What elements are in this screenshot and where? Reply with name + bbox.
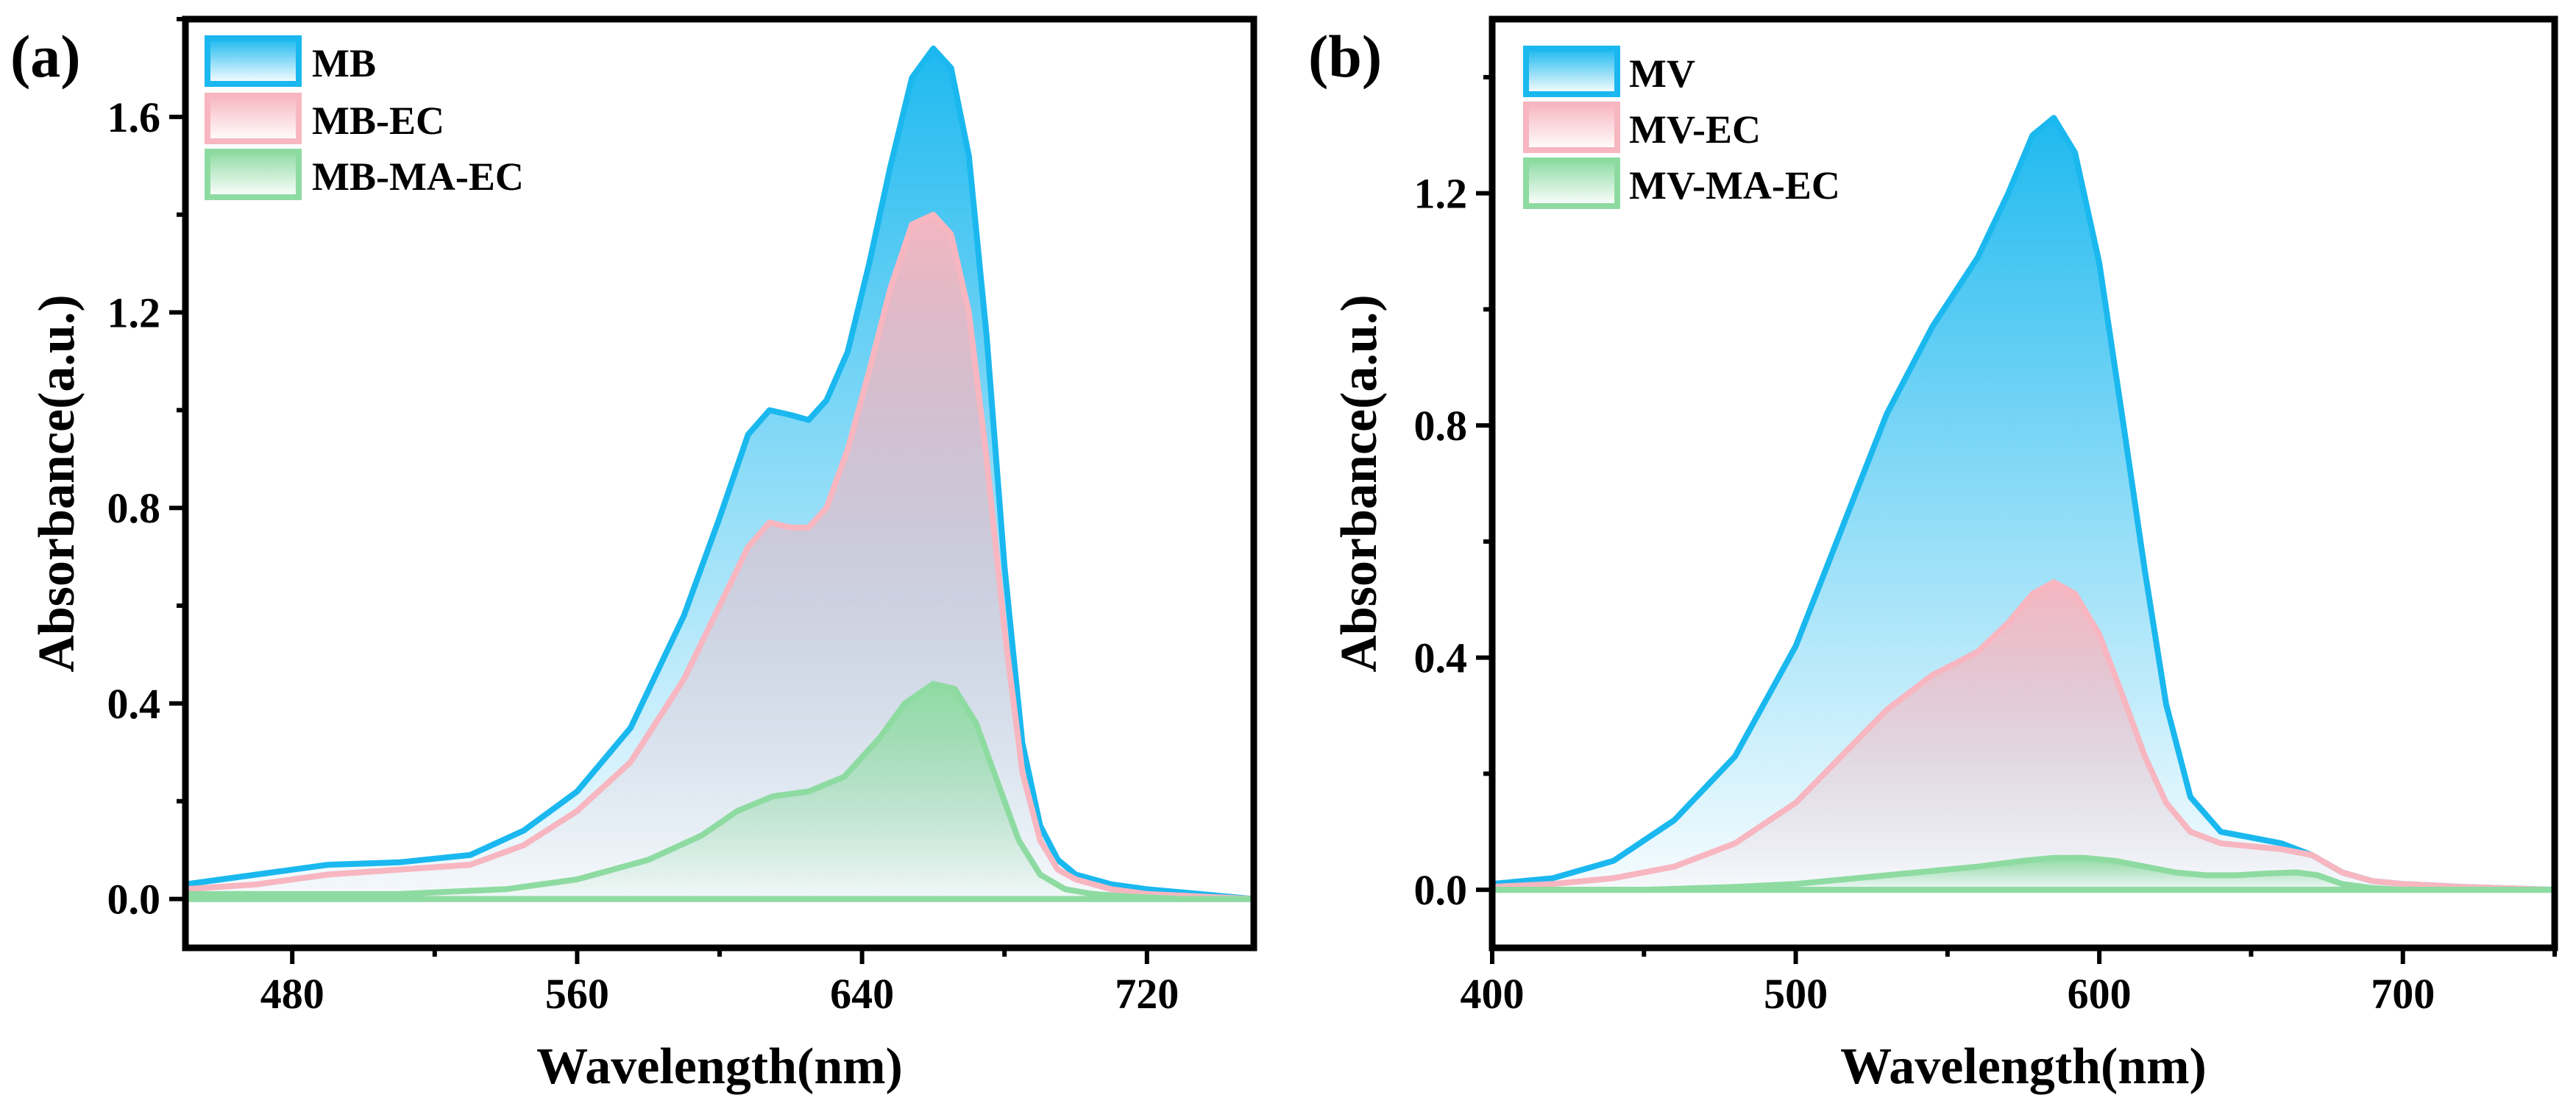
legend-label-mv-ma-ec: MV-MA-EC [1629,163,1840,208]
y-tick-label: 1.6 [107,93,161,141]
panel-b-axes-frame [1489,15,2558,952]
y-tick-label: 0.0 [1414,866,1468,914]
panel-b-x-axis-label: Wavelength(nm) [1840,1038,2207,1095]
x-tick-label: 720 [1115,970,1179,1018]
panel-b-legend: MV MV-EC MV-MA-EC [1523,46,1840,209]
panel-a-ticks: 480 560 640 720 0.0 0.4 0.8 1.2 1.6 [107,17,1179,1018]
y-tick-label: 0.4 [107,680,161,728]
y-tick-label: 0.4 [1414,634,1468,682]
y-tick-label: 1.2 [107,289,161,337]
panel-b-label: (b) [1308,23,1382,90]
legend-swatch-mb [205,35,302,87]
panel-b: 400 500 600 700 0.0 0.4 0.8 1.2 (b) Wavelength(… [1308,15,2558,1095]
x-tick-label: 600 [2068,970,2132,1018]
x-tick-label: 500 [1764,970,1828,1018]
y-tick-label: 0.8 [107,484,161,532]
legend-swatch-mv-ec [1523,102,1620,153]
line-mv-ec [1492,579,2555,893]
legend-entry-mv-ec: MV-EC [1523,102,1761,153]
legend-entry-mb: MB [205,35,376,87]
panel-a-x-axis-label: Wavelength(nm) [536,1038,903,1095]
legend-entry-mv-ma-ec: MV-MA-EC [1523,157,1840,209]
legend-entry-mb-ma-ec: MB-MA-EC [205,149,524,200]
legend-swatch-mv-ma-ec [1523,157,1620,209]
y-tick-label: 0.8 [1414,402,1468,450]
legend-label-mv-ec: MV-EC [1629,107,1761,152]
panel-a-plot-area [185,45,1254,902]
panel-a-label: (a) [10,23,81,90]
area-mb-ec [185,214,1254,899]
x-tick-label: 700 [2371,970,2435,1018]
legend-swatch-mv [1523,46,1620,97]
line-mv-ma-ec [1492,854,2555,893]
legend-entry-mv: MV [1523,46,1695,97]
x-tick-label: 400 [1461,970,1525,1018]
line-mb-ma-ec [185,681,1254,902]
y-tick-label: 0.0 [107,876,161,924]
x-tick-label: 560 [545,970,609,1018]
panel-b-ticks: 400 500 600 700 0.0 0.4 0.8 1.2 [1414,74,2557,1018]
panel-b-y-axis-label: Absorbance(a.u.) [1331,294,1388,672]
legend-entry-mb-ec: MB-EC [205,93,444,144]
line-mb [185,45,1254,902]
legend-label-mv: MV [1629,52,1695,96]
line-mb-ec [185,211,1254,902]
area-mv [1492,118,2555,890]
legend-swatch-mb-ec [205,93,302,144]
legend-label-mb-ma-ec: MB-MA-EC [312,155,524,199]
legend-swatch-mb-ma-ec [205,149,302,200]
x-tick-label: 640 [830,970,894,1018]
panel-a: 480 560 640 720 0.0 0.4 0.8 1.2 1.6 (a) Waveleng… [10,15,1257,1095]
x-tick-label: 480 [260,970,324,1018]
legend-label-mb: MB [312,41,376,85]
area-mb-ma-ec [185,684,1254,899]
y-tick-label: 1.2 [1414,170,1468,218]
legend-label-mb-ec: MB-EC [312,99,444,143]
area-mv-ec [1492,582,2555,890]
panel-b-plot-area [1492,115,2555,893]
area-mv-ma-ec [1492,857,2555,890]
panel-a-y-axis-label: Absorbance(a.u.) [29,294,85,672]
panel-a-legend: MB MB-EC MB-MA-EC [205,35,524,200]
